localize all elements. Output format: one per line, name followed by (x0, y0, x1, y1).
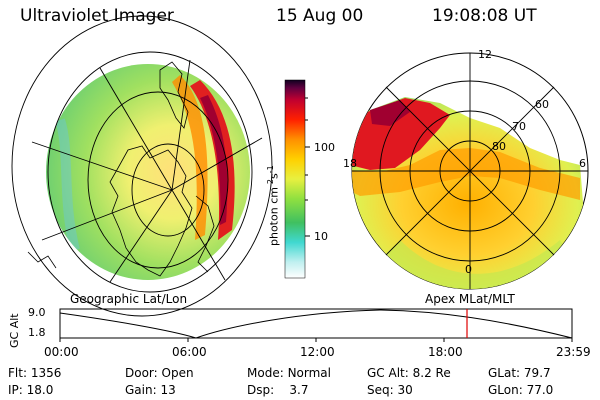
altitude-curve (59, 309, 573, 339)
colorbar-unit: photon cm-2s-1 (266, 165, 281, 246)
altitude-xtick-2: 12:00 (300, 345, 335, 359)
magnetic-grid (352, 53, 588, 289)
info-glon: GLon: 77.0 (488, 383, 554, 397)
instrument-title: Ultraviolet Imager (20, 6, 174, 26)
image-time: 19:08:08 UT (432, 6, 537, 26)
colorbar-tick-10: 10 (314, 230, 328, 243)
info-mode: Mode: Normal (247, 366, 331, 380)
colorbar (284, 79, 306, 279)
altitude-ytick-high: 9.0 (28, 306, 46, 319)
altitude-xtick-4: 23:59 (556, 345, 591, 359)
geographic-grid (11, 15, 273, 317)
info-flt: Flt: 1356 (8, 366, 62, 380)
lat-label-60: 60 (535, 98, 549, 111)
info-ip: IP: 18.0 (8, 383, 54, 397)
colorbar-ticks (305, 97, 310, 237)
geographic-image (11, 15, 273, 317)
altitude-xtick-3: 18:00 (428, 345, 463, 359)
polar-image (351, 52, 589, 290)
image-date: 15 Aug 00 (276, 6, 364, 26)
colorbar-tick-100: 100 (314, 141, 335, 154)
mlt-label-left: 18 (343, 157, 357, 170)
lat-label-80: 80 (492, 140, 506, 153)
coastlines (27, 61, 215, 277)
apex-label: Apex MLat/MLT (425, 292, 515, 306)
altitude-x-ticks (59, 338, 573, 342)
info-glat: GLat: 79.7 (488, 366, 551, 380)
lat-label-70: 70 (512, 120, 526, 133)
info-gc-alt: GC Alt: 8.2 Re (367, 366, 451, 380)
info-dsp: Dsp: 3.7 (247, 383, 309, 397)
altitude-ytick-low: 1.8 (28, 326, 46, 339)
mlt-label-bottom: 0 (465, 263, 472, 276)
altitude-plot-frame (59, 308, 573, 339)
altitude-ylabel: GC Alt (8, 313, 21, 348)
geographic-label: Geographic Lat/Lon (70, 292, 188, 306)
mlt-label-top: 12 (478, 48, 492, 61)
mlt-label-right: 6 (579, 157, 586, 170)
altitude-xtick-1: 06:00 (172, 345, 207, 359)
info-gain: Gain: 13 (125, 383, 176, 397)
altitude-xtick-0: 00:00 (44, 345, 79, 359)
info-door: Door: Open (125, 366, 194, 380)
info-seq: Seq: 30 (367, 383, 413, 397)
